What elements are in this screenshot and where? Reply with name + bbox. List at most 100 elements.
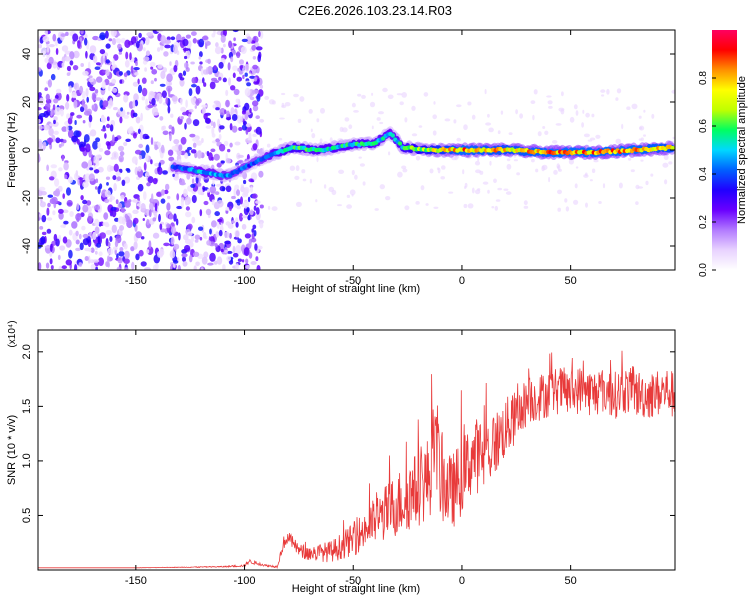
noise-blob (87, 61, 91, 70)
noise-blob (143, 191, 147, 201)
noise-blob (191, 216, 196, 224)
noise-blob (240, 46, 247, 54)
noise-blob (157, 64, 163, 69)
noise-blob (84, 256, 89, 261)
halo-blob (474, 189, 481, 195)
noise-blob (251, 228, 255, 233)
noise-blob (150, 80, 154, 85)
noise-blob (123, 258, 130, 265)
noise-blob (81, 98, 86, 108)
noise-blob (58, 212, 64, 220)
halo-blob (643, 134, 646, 137)
halo-blob (569, 116, 575, 123)
halo-blob (474, 160, 481, 166)
halo-blob (513, 159, 519, 162)
noise-blob (58, 167, 63, 172)
colorbar-tick-label: 0.4 (698, 167, 709, 181)
noise-blob (65, 125, 69, 133)
noise-blob (179, 77, 185, 81)
noise-blob (145, 144, 150, 154)
noise-blob (145, 135, 150, 139)
halo-blob (471, 187, 475, 194)
noise-blob (112, 246, 118, 251)
noise-blob (73, 83, 78, 90)
halo-blob (533, 89, 538, 95)
halo-blob (535, 168, 539, 173)
noise-blob (88, 78, 94, 83)
noise-blob (238, 127, 243, 131)
noise-blob (104, 133, 107, 139)
noise-blob (194, 105, 197, 109)
halo-blob (351, 169, 355, 176)
noise-blob (185, 34, 191, 39)
noise-blob (215, 138, 221, 143)
noise-blob (113, 163, 119, 172)
noise-blob (213, 100, 220, 105)
noise-blob (234, 141, 241, 146)
noise-blob (97, 142, 101, 149)
noise-blob (94, 204, 100, 211)
noise-blob (223, 140, 229, 146)
noise-blob (78, 262, 83, 267)
noise-blob (111, 224, 118, 234)
noise-blob (232, 72, 236, 79)
halo-blob (530, 100, 536, 104)
noise-blob (212, 178, 215, 186)
halo-blob (348, 124, 353, 129)
halo-blob (505, 191, 512, 195)
noise-blob (220, 160, 225, 164)
noise-blob (244, 233, 251, 239)
noise-blob (53, 119, 56, 125)
noise-blob (218, 133, 222, 141)
halo-blob (309, 178, 312, 184)
halo-blob (593, 159, 599, 163)
noise-blob (150, 137, 154, 146)
halo-blob (616, 88, 622, 94)
noise-blob (167, 149, 174, 156)
noise-blob (79, 242, 84, 251)
noise-blob (123, 114, 130, 119)
y-tick-label: 1.0 (21, 453, 33, 468)
noise-blob (70, 112, 75, 116)
noise-blob (153, 209, 156, 216)
noise-blob (71, 135, 78, 142)
noise-blob (220, 248, 224, 253)
noise-blob (133, 93, 139, 102)
noise-blob (135, 61, 138, 66)
halo-blob (316, 156, 319, 163)
noise-blob (53, 116, 58, 121)
noise-blob (45, 262, 50, 269)
noise-blob (44, 57, 49, 64)
noise-blob (206, 240, 212, 246)
snr-y-label: SNR (10 * v/v) (6, 415, 18, 485)
noise-blob (259, 221, 264, 229)
halo-blob (463, 203, 468, 209)
halo-blob (664, 179, 668, 185)
noise-blob (39, 97, 45, 106)
halo-blob (402, 168, 408, 173)
noise-blob (47, 194, 54, 198)
noise-blob (143, 47, 146, 52)
halo-blob (418, 125, 423, 128)
halo-blob (585, 112, 590, 118)
noise-blob (116, 176, 122, 182)
halo-blob (401, 92, 408, 98)
noise-blob (149, 202, 154, 212)
noise-blob (194, 239, 199, 243)
noise-blob (123, 243, 128, 250)
halo-blob (379, 184, 385, 190)
noise-blob (185, 99, 188, 108)
x-tick-label: -100 (234, 275, 256, 287)
noise-blob (48, 176, 55, 181)
noise-blob (135, 116, 141, 124)
halo-blob (548, 105, 553, 109)
noise-blob (224, 109, 227, 115)
halo-blob (639, 125, 645, 131)
noise-blob (146, 218, 150, 226)
noise-blob (170, 236, 175, 246)
noise-blob (190, 183, 196, 188)
noise-blob (62, 236, 68, 244)
noise-blob (235, 230, 240, 238)
noise-blob (158, 213, 161, 223)
noise-blob (204, 117, 211, 124)
